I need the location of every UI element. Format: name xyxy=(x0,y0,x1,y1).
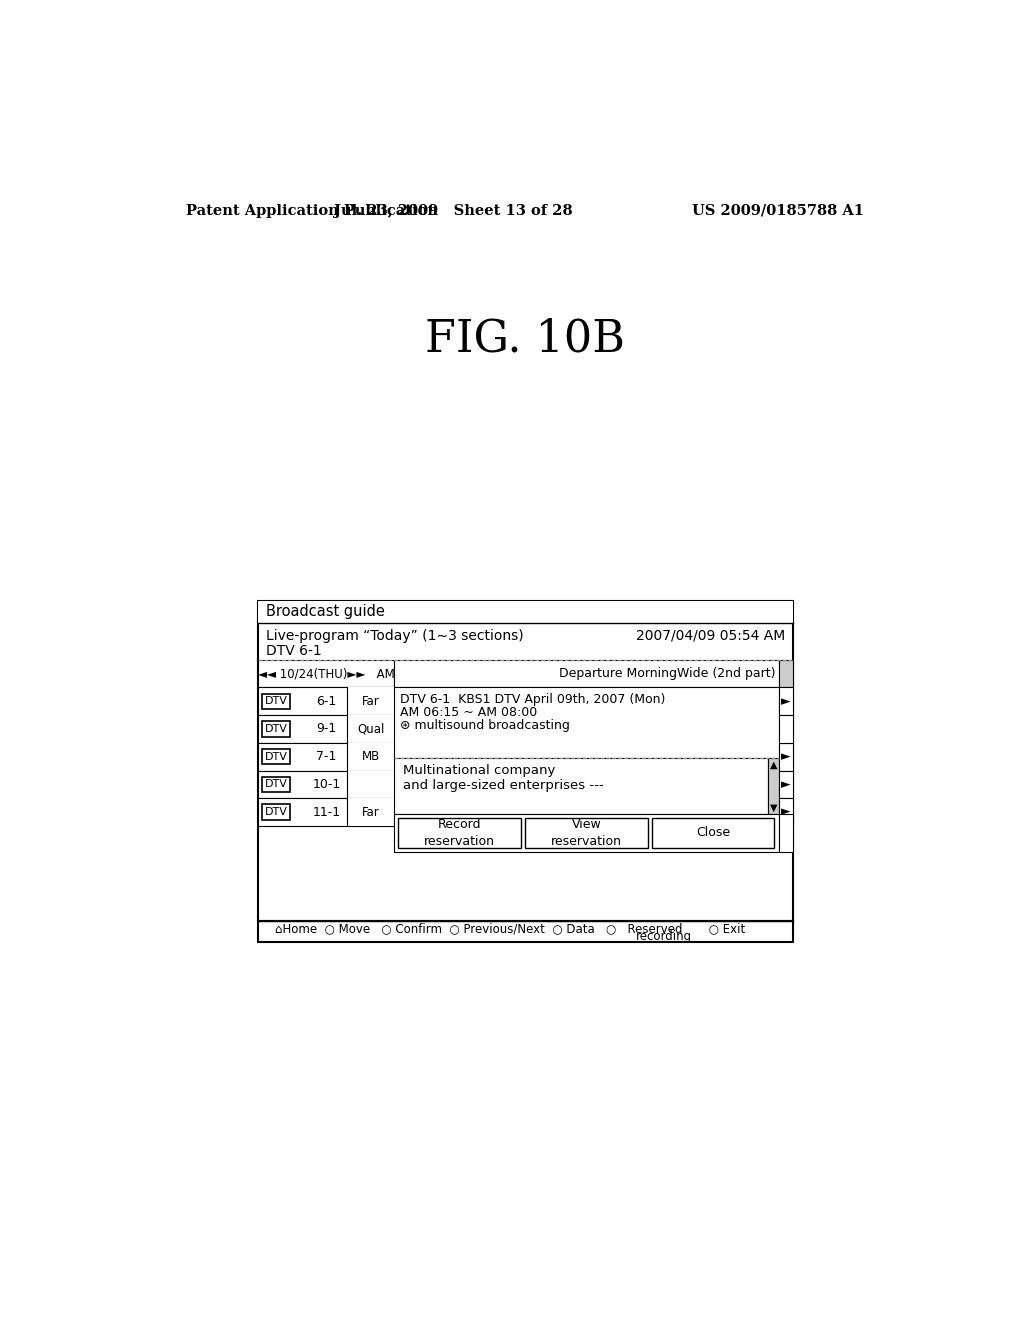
Text: Departure MorningWide (2nd part): Departure MorningWide (2nd part) xyxy=(559,667,775,680)
Bar xyxy=(258,921,793,942)
Text: ►: ► xyxy=(781,805,791,818)
Text: MB: MB xyxy=(361,750,380,763)
Text: recording: recording xyxy=(636,931,691,944)
Bar xyxy=(347,688,394,715)
Text: FIG. 10B: FIG. 10B xyxy=(425,318,625,360)
Text: Patent Application Publication: Patent Application Publication xyxy=(186,203,438,218)
Text: Qual: Qual xyxy=(357,722,384,735)
Text: ►: ► xyxy=(781,694,791,708)
Bar xyxy=(258,601,793,623)
Bar xyxy=(262,693,290,709)
Text: ◄◄ 10/24(THU)►►   AM: ◄◄ 10/24(THU)►► AM xyxy=(258,667,394,680)
Text: Far: Far xyxy=(361,805,380,818)
Text: Broadcast guide: Broadcast guide xyxy=(266,605,385,619)
Bar xyxy=(652,818,774,847)
Text: Record
reservation: Record reservation xyxy=(424,818,495,847)
Text: ►: ► xyxy=(781,750,791,763)
Bar xyxy=(258,601,793,921)
Bar xyxy=(258,688,394,715)
Bar xyxy=(779,813,793,853)
Text: View
reservation: View reservation xyxy=(551,818,622,847)
Bar xyxy=(394,688,779,758)
Bar xyxy=(258,660,394,688)
Text: DTV: DTV xyxy=(264,696,288,706)
Text: DTV: DTV xyxy=(264,779,288,789)
Bar xyxy=(398,818,520,847)
Bar xyxy=(258,715,394,743)
Bar xyxy=(779,715,793,743)
Bar xyxy=(779,743,793,771)
Bar xyxy=(347,743,394,771)
Text: DTV 6-1: DTV 6-1 xyxy=(266,644,322,659)
Bar xyxy=(394,813,779,853)
Bar xyxy=(779,688,793,715)
Bar xyxy=(779,660,793,688)
Text: 2007/04/09 05:54 AM: 2007/04/09 05:54 AM xyxy=(636,628,785,643)
Bar xyxy=(525,818,647,847)
Text: DTV: DTV xyxy=(264,723,288,734)
Text: ►: ► xyxy=(781,777,791,791)
Text: Close: Close xyxy=(696,826,730,840)
Bar xyxy=(262,776,290,792)
Bar xyxy=(347,771,394,799)
Bar xyxy=(347,715,394,743)
Text: Far: Far xyxy=(361,694,380,708)
Bar xyxy=(258,771,394,799)
Bar xyxy=(768,758,779,813)
Text: DTV: DTV xyxy=(264,807,288,817)
Bar xyxy=(347,799,394,826)
Text: Multinational company: Multinational company xyxy=(403,763,555,776)
Bar xyxy=(262,804,290,820)
Text: ⌂Home  ○ Move   ○ Confirm  ○ Previous/Next  ○ Data   ○   Reserved       ○ Exit: ⌂Home ○ Move ○ Confirm ○ Previous/Next ○… xyxy=(275,921,745,935)
Text: US 2009/0185788 A1: US 2009/0185788 A1 xyxy=(692,203,864,218)
Text: Jul. 23, 2009   Sheet 13 of 28: Jul. 23, 2009 Sheet 13 of 28 xyxy=(334,203,572,218)
Bar xyxy=(779,771,793,799)
Bar xyxy=(258,743,394,771)
Bar xyxy=(394,660,779,688)
Text: 9-1: 9-1 xyxy=(316,722,337,735)
Text: DTV 6-1  KBS1 DTV April 09th, 2007 (Mon): DTV 6-1 KBS1 DTV April 09th, 2007 (Mon) xyxy=(400,693,666,706)
Text: 6-1: 6-1 xyxy=(316,694,337,708)
Text: DTV: DTV xyxy=(264,751,288,762)
Text: Live-program “Today” (1∼3 sections): Live-program “Today” (1∼3 sections) xyxy=(266,628,523,643)
Bar xyxy=(262,721,290,737)
Text: ▲: ▲ xyxy=(770,759,777,770)
Text: ▼: ▼ xyxy=(770,803,777,813)
Text: 7-1: 7-1 xyxy=(316,750,337,763)
Text: 11-1: 11-1 xyxy=(312,805,340,818)
Bar xyxy=(394,758,768,813)
Text: 10-1: 10-1 xyxy=(312,777,341,791)
Text: AM 06:15 ~ AM 08:00: AM 06:15 ~ AM 08:00 xyxy=(400,706,538,719)
Bar xyxy=(262,748,290,764)
Bar xyxy=(258,799,394,826)
Bar xyxy=(779,799,793,826)
Text: and large-sized enterprises ---: and large-sized enterprises --- xyxy=(403,779,604,792)
Text: ⊛ multisound broadcasting: ⊛ multisound broadcasting xyxy=(400,719,570,733)
